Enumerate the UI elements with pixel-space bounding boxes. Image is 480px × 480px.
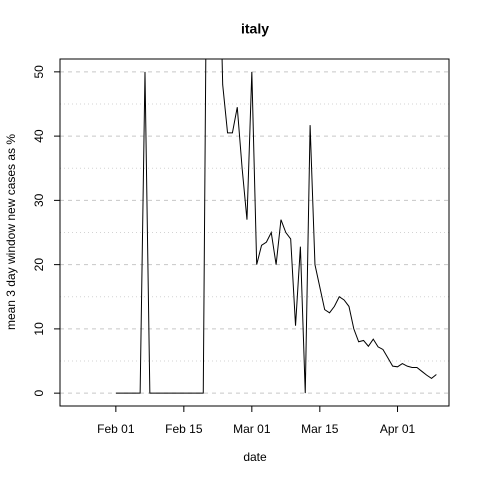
x-tick-label: Feb 15 — [165, 422, 203, 436]
x-axis-label: date — [243, 450, 267, 464]
series-line — [115, 59, 437, 394]
y-tick-label: 0 — [32, 389, 46, 396]
x-tick-label: Mar 15 — [301, 422, 339, 436]
plot-frame — [59, 58, 450, 407]
x-tick-label: Mar 01 — [233, 422, 271, 436]
y-tick-label: 20 — [32, 258, 46, 272]
y-tick-label: 30 — [32, 193, 46, 207]
x-tick-label: Apr 01 — [380, 422, 416, 436]
chart-title: italy — [241, 21, 269, 37]
plot-area — [115, 59, 437, 394]
y-axis-label: mean 3 day window new cases as % — [4, 134, 18, 330]
x-tick-label: Feb 01 — [97, 422, 135, 436]
y-tick-label: 10 — [32, 322, 46, 336]
y-tick-label: 50 — [32, 65, 46, 79]
y-tick-label: 40 — [32, 129, 46, 143]
